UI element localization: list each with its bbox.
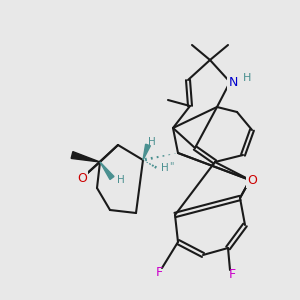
Polygon shape xyxy=(71,152,100,162)
Text: H: H xyxy=(243,73,251,83)
Text: N: N xyxy=(228,76,238,88)
Text: O: O xyxy=(247,173,257,187)
Text: O: O xyxy=(77,172,87,185)
Text: F: F xyxy=(228,268,236,281)
Text: H: H xyxy=(117,175,125,185)
Polygon shape xyxy=(143,144,150,160)
Text: H: H xyxy=(148,137,156,147)
Polygon shape xyxy=(100,162,114,179)
Text: ": " xyxy=(169,161,173,171)
Text: F: F xyxy=(155,266,163,280)
Text: H: H xyxy=(161,163,169,173)
